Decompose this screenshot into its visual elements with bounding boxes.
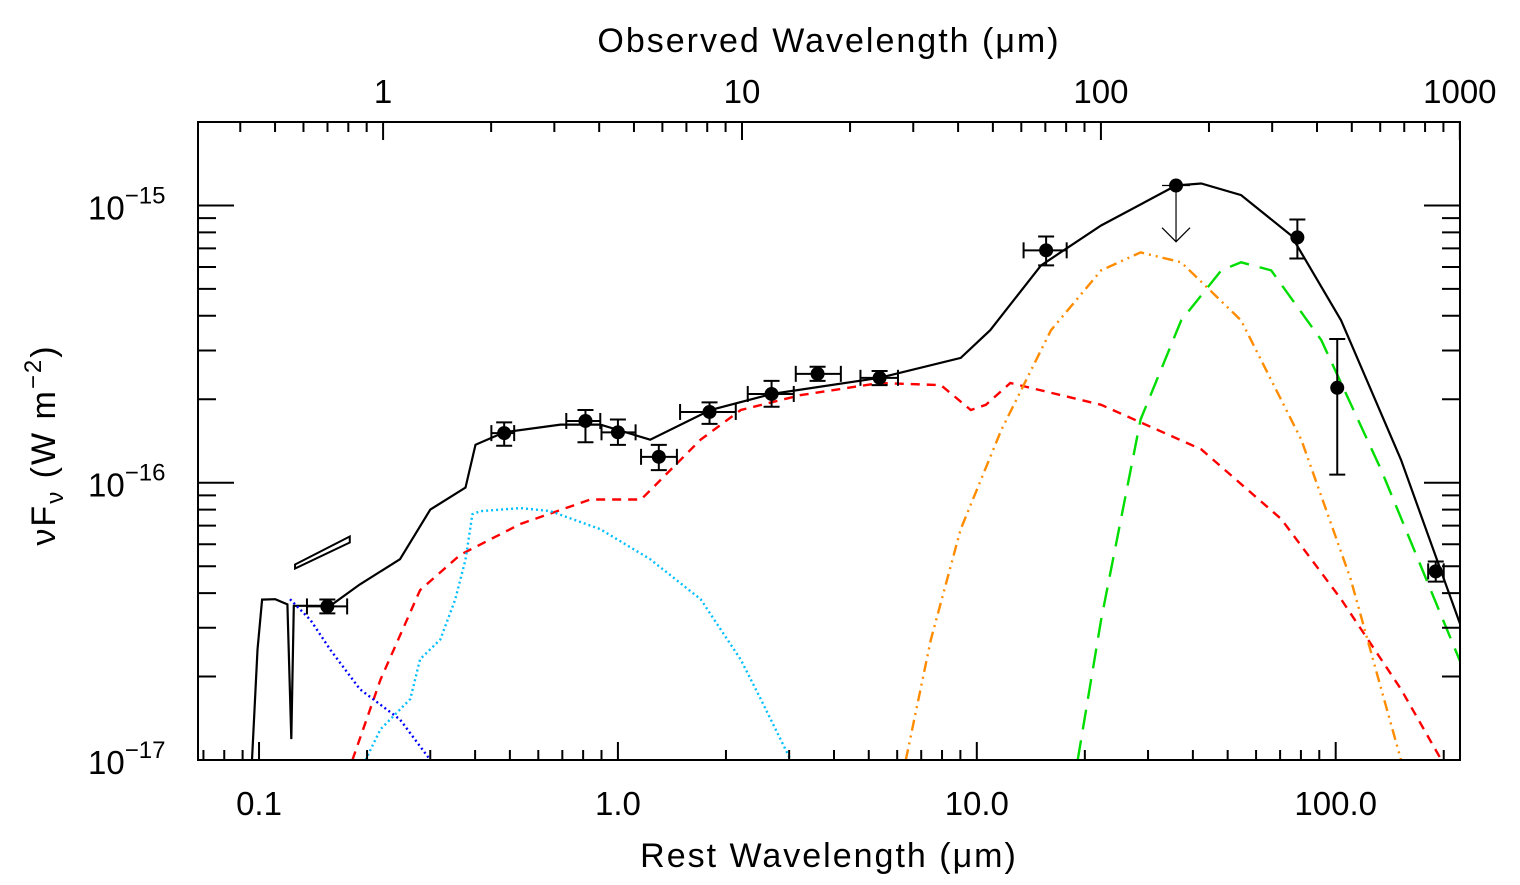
top-x-tick-label: 10 [724, 73, 761, 110]
data-marker [1428, 564, 1443, 579]
x-tick-label: 1.0 [595, 785, 641, 822]
y-tick-base: 10 [88, 189, 125, 226]
data-point [565, 408, 602, 444]
data-points [305, 178, 1445, 615]
series-green-long-dash [1076, 261, 1460, 760]
upper-limit-arrowhead [1161, 227, 1191, 243]
data-marker [1330, 380, 1345, 395]
uv-slope-wedge [294, 534, 351, 571]
top-x-tick-label: 1 [374, 73, 392, 110]
data-point [1289, 218, 1306, 260]
y-tick-exponent: −16 [125, 460, 166, 487]
data-marker [320, 599, 335, 614]
y-title-close: ) [25, 344, 63, 357]
data-point [305, 598, 349, 615]
data-point [859, 369, 899, 387]
x-tick-label: 0.1 [236, 785, 282, 822]
data-marker [1039, 243, 1054, 258]
y-tick-exponent: −15 [125, 182, 166, 209]
y-tick-label: 10−15 [88, 182, 165, 226]
series-cyan-dotted [364, 506, 792, 760]
series-orange-dash-dot [904, 251, 1403, 760]
y-title-sub: ν [42, 490, 69, 504]
y-axis-title: νFν (W m−2) [20, 344, 69, 545]
data-marker [872, 370, 887, 385]
data-marker [610, 425, 625, 440]
data-marker [578, 413, 593, 428]
data-marker [764, 386, 779, 401]
y-tick-label: 10−16 [88, 460, 165, 504]
axis-ticks [198, 121, 1461, 761]
x-tick-label: 10.0 [945, 785, 1009, 822]
data-point [746, 379, 795, 408]
data-marker [1169, 178, 1184, 193]
data-point [490, 421, 516, 447]
y-tick-exponent: −17 [125, 737, 166, 764]
data-marker [810, 366, 825, 381]
data-marker [1290, 230, 1305, 245]
top-x-axis-title: Observed Wavelength (μm) [597, 22, 1060, 60]
y-tick-label: 10−17 [88, 737, 165, 781]
data-marker [651, 449, 666, 464]
data-point [640, 443, 678, 472]
series-total [250, 182, 1460, 760]
data-marker [702, 404, 717, 419]
series-blue-dotted [289, 598, 432, 760]
y-title-sup: −2 [20, 358, 47, 389]
y-tick-base: 10 [88, 744, 125, 781]
data-point [600, 418, 637, 446]
y-title-main: νF [25, 504, 63, 546]
x-axis-title: Rest Wavelength (μm) [640, 837, 1018, 875]
data-point [1022, 235, 1068, 267]
y-tick-base: 10 [88, 467, 125, 504]
x-tick-label: 100.0 [1294, 785, 1377, 822]
data-point [794, 365, 842, 382]
data-point [679, 401, 737, 425]
plot-frame [197, 121, 1461, 761]
curves [250, 182, 1460, 760]
series-red-dashed [351, 381, 1443, 760]
data-marker [497, 426, 512, 441]
top-x-tick-label: 100 [1073, 73, 1128, 110]
data-point [1427, 560, 1445, 583]
data-point [1161, 178, 1191, 243]
y-title-unit: (W m [25, 389, 63, 490]
top-x-tick-label: 1000 [1423, 73, 1496, 110]
data-point [1329, 337, 1346, 476]
